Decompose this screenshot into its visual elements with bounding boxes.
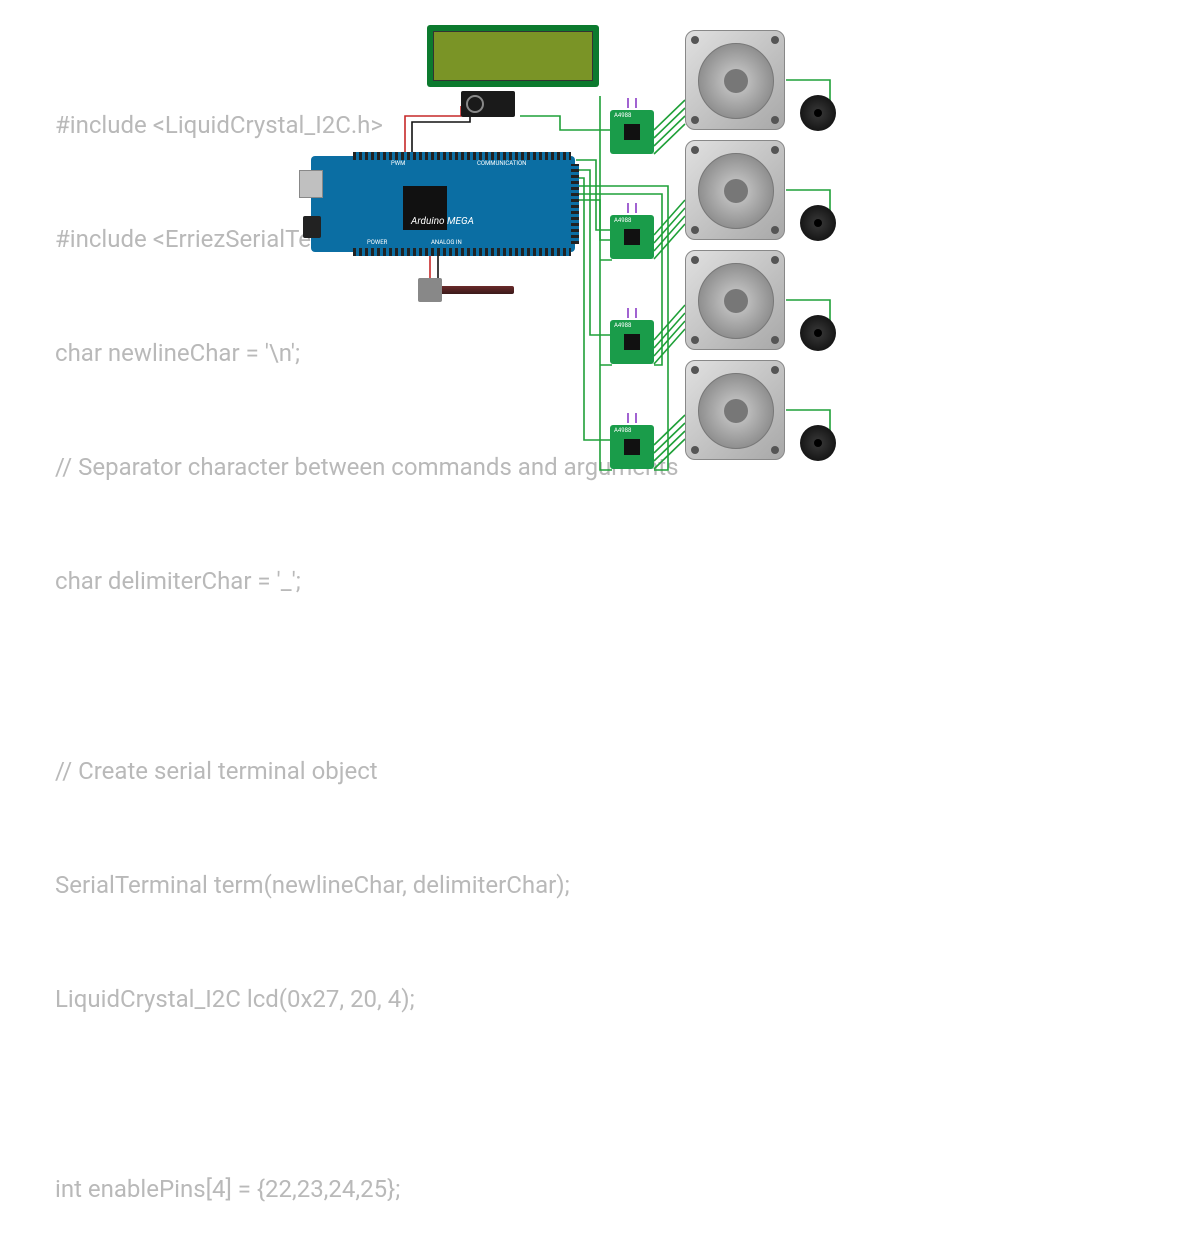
motor-face-icon — [698, 43, 774, 119]
motor-face-icon — [698, 373, 774, 449]
motor-shaft-icon — [724, 179, 748, 203]
stepper-motor-1 — [685, 30, 785, 130]
code-line: LiquidCrystal_I2C lcd(0x27, 20, 4); — [55, 980, 679, 1018]
motor-face-icon — [698, 263, 774, 339]
buzzer-2 — [800, 205, 836, 241]
wire — [786, 300, 830, 330]
code-line: int enablePins[4] = {22,23,24,25}; — [55, 1170, 679, 1208]
motor-shaft-icon — [724, 69, 748, 93]
code-line: char newlineChar = '\n'; — [55, 334, 679, 372]
wire — [786, 190, 830, 220]
buzzer-3 — [800, 315, 836, 351]
stepper-motor-2 — [685, 140, 785, 240]
buzzer-4 — [800, 425, 836, 461]
motor-face-icon — [698, 153, 774, 229]
stepper-motor-4 — [685, 360, 785, 460]
wire — [786, 80, 830, 110]
code-background: #include <LiquidCrystal_I2C.h> #include … — [55, 30, 679, 1260]
code-line: #include <LiquidCrystal_I2C.h> — [55, 106, 679, 144]
code-line: // Separator character between commands … — [55, 448, 679, 486]
code-line: SerialTerminal term(newlineChar, delimit… — [55, 866, 679, 904]
stepper-motor-3 — [685, 250, 785, 350]
code-line: // Create serial terminal object — [55, 752, 679, 790]
code-line: #include <ErriezSerialTerminal.h> — [55, 220, 679, 258]
code-line: char delimiterChar = '_'; — [55, 562, 679, 600]
buzzer-1 — [800, 95, 836, 131]
motor-shaft-icon — [724, 289, 748, 313]
wire — [786, 410, 830, 440]
motor-shaft-icon — [724, 399, 748, 423]
